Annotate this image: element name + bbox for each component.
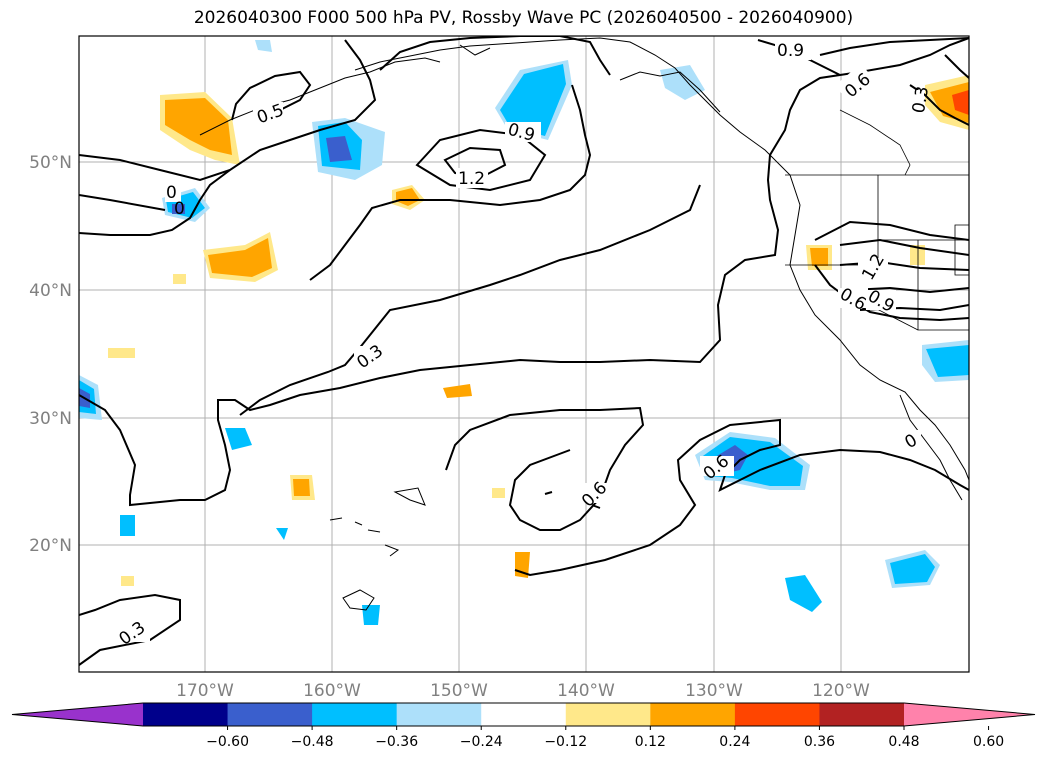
map-frame: [78, 35, 970, 673]
lat-label-20n: 20°N: [29, 536, 72, 556]
colorbar-segment: [565, 703, 651, 726]
longitude-labels: 170°W 160°W 150°W 140°W 130°W 120°W: [176, 681, 870, 701]
colorbar-tick-label: −0.12: [544, 734, 587, 750]
colorbar-segment: [227, 703, 313, 726]
lat-label-40n: 40°N: [29, 281, 72, 301]
colorbar-extend-high: [904, 703, 1035, 726]
colorbar-tick-label: 0.60: [973, 734, 1004, 750]
map-title: 2026040300 F000 500 hPa PV, Rossby Wave …: [193, 8, 854, 28]
colorbar-tick-label: 0.36: [804, 734, 835, 750]
contour-label: 1.2: [458, 169, 485, 189]
colorbar-segment: [396, 703, 482, 726]
colorbar-tick-label: −0.48: [291, 734, 334, 750]
colorbar-tick-label: 0.48: [888, 734, 919, 750]
coastlines: [199, 37, 969, 611]
colorbar-outline: [11, 702, 1036, 727]
colorbar-segment: [734, 703, 820, 726]
colorbar-segment: [143, 703, 229, 726]
colorbar-segment: [650, 703, 736, 726]
colorbar-tick-label: −0.24: [460, 734, 503, 750]
lon-label-130w: 130°W: [685, 681, 743, 701]
colorbar-extend-low: [12, 703, 143, 726]
lon-label-140w: 140°W: [557, 681, 615, 701]
colorbar-segment: [819, 703, 905, 726]
contour-label: 0: [174, 199, 185, 219]
colorbar-tick-label: −0.60: [206, 734, 249, 750]
pv-fill-positive: [108, 75, 969, 586]
gridlines: [79, 36, 969, 672]
colorbar-tick-label: −0.36: [375, 734, 418, 750]
lon-label-170w: 170°W: [176, 681, 234, 701]
contour-label: 0.3: [909, 85, 933, 115]
contour-labels: 0.9 0.6 0.3 0.5 0.9 1.2 0 0 1.2 0.6 0.9 …: [116, 40, 933, 650]
lat-label-30n: 30°N: [29, 409, 72, 429]
lat-label-50n: 50°N: [29, 153, 72, 173]
lon-label-120w: 120°W: [812, 681, 870, 701]
lon-label-160w: 160°W: [303, 681, 361, 701]
latitude-labels: 50°N 40°N 30°N 20°N: [29, 153, 72, 556]
colorbar-segment: [481, 703, 567, 726]
colorbar: −0.60 −0.48 −0.36 −0.24 −0.12 0.12 0.24 0.36 0.4…: [11, 702, 1036, 750]
colorbar-segment: [312, 703, 398, 726]
colorbar-tick-label: 0.12: [635, 734, 666, 750]
contour-label: 0: [166, 183, 177, 203]
colorbar-tick-label: 0.24: [719, 734, 750, 750]
lon-label-150w: 150°W: [430, 681, 488, 701]
contour-label: 0.9: [777, 41, 804, 61]
